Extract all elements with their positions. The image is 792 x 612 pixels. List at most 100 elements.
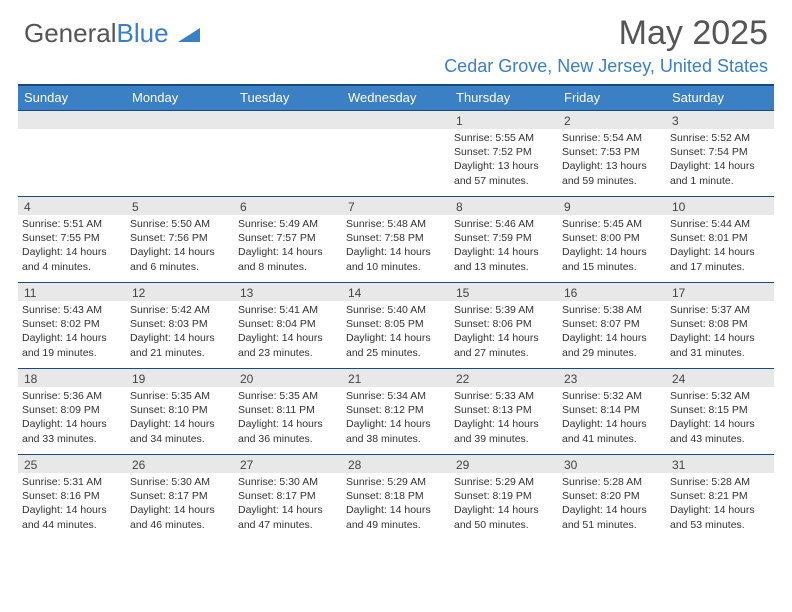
calendar-day: 23Sunrise: 5:32 AMSunset: 8:14 PMDayligh… — [558, 369, 666, 454]
day-text: Sunrise: 5:30 AMSunset: 8:17 PMDaylight:… — [126, 475, 234, 534]
calendar-week: 25Sunrise: 5:31 AMSunset: 8:16 PMDayligh… — [18, 454, 774, 540]
day-line: and 47 minutes. — [238, 518, 338, 532]
day-header: Saturday — [666, 86, 774, 110]
calendar-day: 15Sunrise: 5:39 AMSunset: 8:06 PMDayligh… — [450, 283, 558, 368]
day-number-row: 4 — [18, 197, 126, 215]
day-line: Daylight: 14 hours — [346, 245, 446, 259]
day-line: and 10 minutes. — [346, 260, 446, 274]
day-line: Sunrise: 5:34 AM — [346, 389, 446, 403]
day-line: Sunset: 8:16 PM — [22, 489, 122, 503]
day-line: Sunset: 8:01 PM — [670, 231, 770, 245]
day-line: and 25 minutes. — [346, 346, 446, 360]
day-number-row: 27 — [234, 455, 342, 473]
day-number-row: 23 — [558, 369, 666, 387]
day-line: Sunrise: 5:31 AM — [22, 475, 122, 489]
day-line: Sunset: 8:20 PM — [562, 489, 662, 503]
day-text: Sunrise: 5:35 AMSunset: 8:11 PMDaylight:… — [234, 389, 342, 448]
day-line: Sunrise: 5:33 AM — [454, 389, 554, 403]
day-line: Sunrise: 5:37 AM — [670, 303, 770, 317]
day-line: and 6 minutes. — [130, 260, 230, 274]
day-line: Sunset: 8:08 PM — [670, 317, 770, 331]
calendar-day: 11Sunrise: 5:43 AMSunset: 8:02 PMDayligh… — [18, 283, 126, 368]
day-number: 8 — [450, 197, 469, 215]
day-number-row: 19 — [126, 369, 234, 387]
day-line: Daylight: 14 hours — [670, 503, 770, 517]
calendar-day: 20Sunrise: 5:35 AMSunset: 8:11 PMDayligh… — [234, 369, 342, 454]
day-text: Sunrise: 5:35 AMSunset: 8:10 PMDaylight:… — [126, 389, 234, 448]
day-number-row — [342, 111, 450, 129]
day-line: Sunrise: 5:55 AM — [454, 131, 554, 145]
page-title: May 2025 — [619, 14, 768, 53]
calendar-day: 29Sunrise: 5:29 AMSunset: 8:19 PMDayligh… — [450, 455, 558, 540]
day-line: Sunrise: 5:35 AM — [238, 389, 338, 403]
day-number: 24 — [666, 369, 691, 387]
day-text: Sunrise: 5:31 AMSunset: 8:16 PMDaylight:… — [18, 475, 126, 534]
day-line: Daylight: 14 hours — [346, 503, 446, 517]
day-number: 19 — [126, 369, 151, 387]
day-line: Sunset: 7:54 PM — [670, 145, 770, 159]
day-line: Sunset: 8:04 PM — [238, 317, 338, 331]
day-line: Sunset: 8:21 PM — [670, 489, 770, 503]
calendar-day — [126, 111, 234, 196]
day-line: Sunset: 8:10 PM — [130, 403, 230, 417]
day-line: Sunrise: 5:49 AM — [238, 217, 338, 231]
day-line: and 43 minutes. — [670, 432, 770, 446]
day-text: Sunrise: 5:37 AMSunset: 8:08 PMDaylight:… — [666, 303, 774, 362]
day-line: and 23 minutes. — [238, 346, 338, 360]
calendar-day: 24 Sunrise: 5:32 AMSunset: 8:15 PMDayligh… — [666, 369, 774, 454]
calendar-day: 13Sunrise: 5:41 AMSunset: 8:04 PMDayligh… — [234, 283, 342, 368]
day-line: Sunrise: 5:46 AM — [454, 217, 554, 231]
day-line: and 13 minutes. — [454, 260, 554, 274]
day-line: and 57 minutes. — [454, 174, 554, 188]
logo-text-2: Blue — [117, 18, 169, 48]
day-line: Daylight: 14 hours — [562, 503, 662, 517]
calendar: SundayMondayTuesdayWednesdayThursdayFrid… — [18, 84, 774, 540]
day-line: and 15 minutes. — [562, 260, 662, 274]
day-line: Daylight: 14 hours — [562, 331, 662, 345]
day-text: Sunrise: 5:40 AMSunset: 8:05 PMDaylight:… — [342, 303, 450, 362]
day-line: Daylight: 14 hours — [670, 417, 770, 431]
calendar-day: 7 Sunrise: 5:48 AMSunset: 7:58 PMDaylight… — [342, 197, 450, 282]
day-text — [126, 131, 234, 133]
calendar-day — [18, 111, 126, 196]
day-text: Sunrise: 5:52 AMSunset: 7:54 PMDaylight:… — [666, 131, 774, 190]
day-number-row — [234, 111, 342, 129]
day-number: 28 — [342, 455, 367, 473]
calendar-day: 2Sunrise: 5:54 AMSunset: 7:53 PMDaylight… — [558, 111, 666, 196]
day-number-row: 12 — [126, 283, 234, 301]
calendar-day: 28Sunrise: 5:29 AMSunset: 8:18 PMDayligh… — [342, 455, 450, 540]
day-line: Sunset: 8:15 PM — [670, 403, 770, 417]
day-line: Sunrise: 5:28 AM — [562, 475, 662, 489]
day-number-row: 7 — [342, 197, 450, 215]
day-number: 12 — [126, 283, 151, 301]
day-header: Friday — [558, 86, 666, 110]
day-text: Sunrise: 5:42 AMSunset: 8:03 PMDaylight:… — [126, 303, 234, 362]
calendar-day — [342, 111, 450, 196]
day-line: and 31 minutes. — [670, 346, 770, 360]
day-line: Sunset: 7:57 PM — [238, 231, 338, 245]
day-text: Sunrise: 5:34 AMSunset: 8:12 PMDaylight:… — [342, 389, 450, 448]
calendar-day: 30Sunrise: 5:28 AMSunset: 8:20 PMDayligh… — [558, 455, 666, 540]
day-number: 16 — [558, 283, 583, 301]
day-number: 29 — [450, 455, 475, 473]
day-number: 26 — [126, 455, 151, 473]
day-line: and 34 minutes. — [130, 432, 230, 446]
day-line: and 39 minutes. — [454, 432, 554, 446]
calendar-day: 1Sunrise: 5:55 AMSunset: 7:52 PMDaylight… — [450, 111, 558, 196]
day-number-row: 22 — [450, 369, 558, 387]
day-line: and 51 minutes. — [562, 518, 662, 532]
day-line: Sunrise: 5:32 AM — [670, 389, 770, 403]
day-text: Sunrise: 5:51 AMSunset: 7:55 PMDaylight:… — [18, 217, 126, 276]
day-line: Sunset: 8:19 PM — [454, 489, 554, 503]
day-number-row: 18 — [18, 369, 126, 387]
calendar-day: 19 Sunrise: 5:35 AMSunset: 8:10 PMDayligh… — [126, 369, 234, 454]
day-header: Tuesday — [234, 86, 342, 110]
day-text: Sunrise: 5:50 AMSunset: 7:56 PMDaylight:… — [126, 217, 234, 276]
day-text: Sunrise: 5:48 AMSunset: 7:58 PMDaylight:… — [342, 217, 450, 276]
day-number-row: 5 — [126, 197, 234, 215]
day-number-row: 28 — [342, 455, 450, 473]
day-line: Sunset: 8:17 PM — [238, 489, 338, 503]
day-line: Sunset: 7:56 PM — [130, 231, 230, 245]
day-header: Monday — [126, 86, 234, 110]
day-text: Sunrise: 5:55 AMSunset: 7:52 PMDaylight:… — [450, 131, 558, 190]
